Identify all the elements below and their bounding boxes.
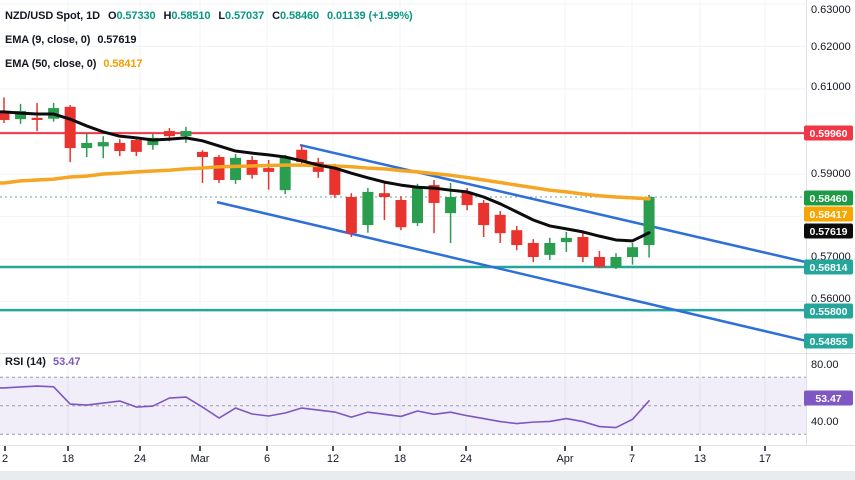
candle-body-down xyxy=(31,117,43,120)
channel-upper-trendline[interactable] xyxy=(299,143,807,264)
time-axis-label: 2 xyxy=(2,453,8,465)
rsi-legend: RSI (14) 53.47 xyxy=(5,356,81,368)
candle-body-down xyxy=(345,197,357,234)
candle-body-up xyxy=(412,186,423,223)
price-axis-badge-text: 0.56814 xyxy=(810,262,848,274)
time-axis-label: 18 xyxy=(62,453,74,465)
close-value: 0.58460 xyxy=(279,10,320,22)
symbol-ohlc-row: NZD/USD Spot, 1D O0.57330 H0.58510 L0.57037… xyxy=(5,4,413,28)
candle-body-up xyxy=(643,197,655,246)
candle-body-down xyxy=(478,202,490,226)
time-axis-label: 17 xyxy=(759,453,771,465)
candle-body-down xyxy=(395,199,407,228)
time-axis-label: 7 xyxy=(629,453,635,465)
ema50-value: 0.58417 xyxy=(103,58,143,70)
candle-body-down xyxy=(494,214,506,234)
candle-body-down xyxy=(378,193,390,197)
candle-body-up xyxy=(230,157,242,180)
candle-body-up xyxy=(81,142,93,149)
high-value: 0.58510 xyxy=(171,10,211,22)
candle-body-up xyxy=(362,191,374,226)
symbol-title[interactable]: NZD/USD Spot, 1D xyxy=(5,10,100,22)
candle-body-down xyxy=(577,236,589,257)
time-axis-label: Apr xyxy=(556,453,573,465)
price-axis-badge xyxy=(804,333,853,349)
price-axis-badge-text: 0.55800 xyxy=(810,306,848,318)
price-axis-badge-text: 53.47 xyxy=(815,393,841,405)
candle-body-down xyxy=(64,106,76,149)
candle-body-down xyxy=(163,131,175,137)
price-axis-badge xyxy=(804,223,853,239)
candle-body-down xyxy=(527,242,539,257)
candle-body-up xyxy=(445,197,457,214)
ema9-value: 0.57619 xyxy=(97,34,137,46)
candle-body-down xyxy=(263,168,275,172)
candle-body-up xyxy=(544,242,556,255)
price-axis-badge xyxy=(804,206,853,222)
open-value: 0.57330 xyxy=(116,10,156,22)
price-axis-label: 0.56000 xyxy=(811,293,851,305)
time-axis-label: 13 xyxy=(694,453,706,465)
ema9-line xyxy=(0,110,651,243)
price-axis-label: 80.00 xyxy=(811,359,839,371)
price-axis-badge xyxy=(804,190,853,206)
candle-body-down xyxy=(0,113,10,120)
candle-body-up xyxy=(97,142,109,147)
candle-body-up xyxy=(279,157,291,191)
candle-body-down xyxy=(196,151,208,158)
price-axis-badge xyxy=(804,390,853,406)
price-axis-label: 0.59000 xyxy=(811,168,851,180)
candle-body-down xyxy=(296,149,308,163)
candle-body-down xyxy=(511,230,523,246)
low-label: L xyxy=(218,10,226,22)
channel-lower-trendline[interactable] xyxy=(216,200,807,343)
price-axis-label: 0.63000 xyxy=(811,4,851,16)
ema50-line xyxy=(0,163,651,201)
candle-body-down xyxy=(329,168,341,195)
time-axis-label: 18 xyxy=(394,453,406,465)
change-value: 0.01139 (+1.99%) xyxy=(327,10,413,22)
time-axis-label: 24 xyxy=(460,453,472,465)
high-label: H xyxy=(163,10,172,22)
candle-body-up xyxy=(560,237,572,243)
price-axis-label: 0.62000 xyxy=(811,41,851,53)
price-axis-badge-text: 0.59960 xyxy=(810,128,848,140)
candle-body-up xyxy=(15,111,27,120)
price-axis-badge xyxy=(804,303,853,319)
chart-legend: NZD/USD Spot, 1D O0.57330 H0.58510 L0.57037… xyxy=(5,4,413,76)
candle-body-down xyxy=(428,185,440,203)
price-axis-badge xyxy=(804,259,853,275)
candle-body-down xyxy=(130,139,142,152)
rsi-line xyxy=(0,385,650,429)
price-axis-badge-text: 0.54855 xyxy=(810,336,848,348)
candle-body-up xyxy=(610,256,622,268)
ema50-row: EMA (50, close, 0) 0.58417 xyxy=(5,52,413,76)
candle-body-down xyxy=(461,191,473,206)
ema50-label[interactable]: EMA (50, close, 0) xyxy=(5,58,97,70)
price-axis-badge-text: 0.57619 xyxy=(810,226,848,238)
price-axis-badge-text: 0.58460 xyxy=(810,193,848,205)
time-axis-label: 6 xyxy=(264,453,270,465)
low-value: 0.57037 xyxy=(225,10,265,22)
candle-body-up xyxy=(627,247,639,257)
time-axis-label: 12 xyxy=(327,453,339,465)
price-axis-label: 0.61000 xyxy=(811,81,851,93)
candle-body-down xyxy=(114,142,126,152)
ema9-label[interactable]: EMA (9, close, 0) xyxy=(5,34,91,46)
rsi-label[interactable]: RSI (14) xyxy=(5,356,46,368)
close-label: C xyxy=(272,10,280,22)
bottom-scroll-strip[interactable] xyxy=(0,471,855,480)
time-axis-label: Mar xyxy=(191,453,210,465)
price-axis-label: 40.00 xyxy=(811,416,839,428)
rsi-value: 53.47 xyxy=(52,356,81,368)
price-axis-badge xyxy=(804,125,853,141)
ema9-row: EMA (9, close, 0) 0.57619 xyxy=(5,28,413,52)
time-axis-label: 24 xyxy=(134,453,146,465)
candle-body-down xyxy=(593,256,605,267)
price-axis-badge-text: 0.58417 xyxy=(810,209,848,221)
candle-body-up xyxy=(180,131,192,137)
open-label: O xyxy=(107,10,117,22)
